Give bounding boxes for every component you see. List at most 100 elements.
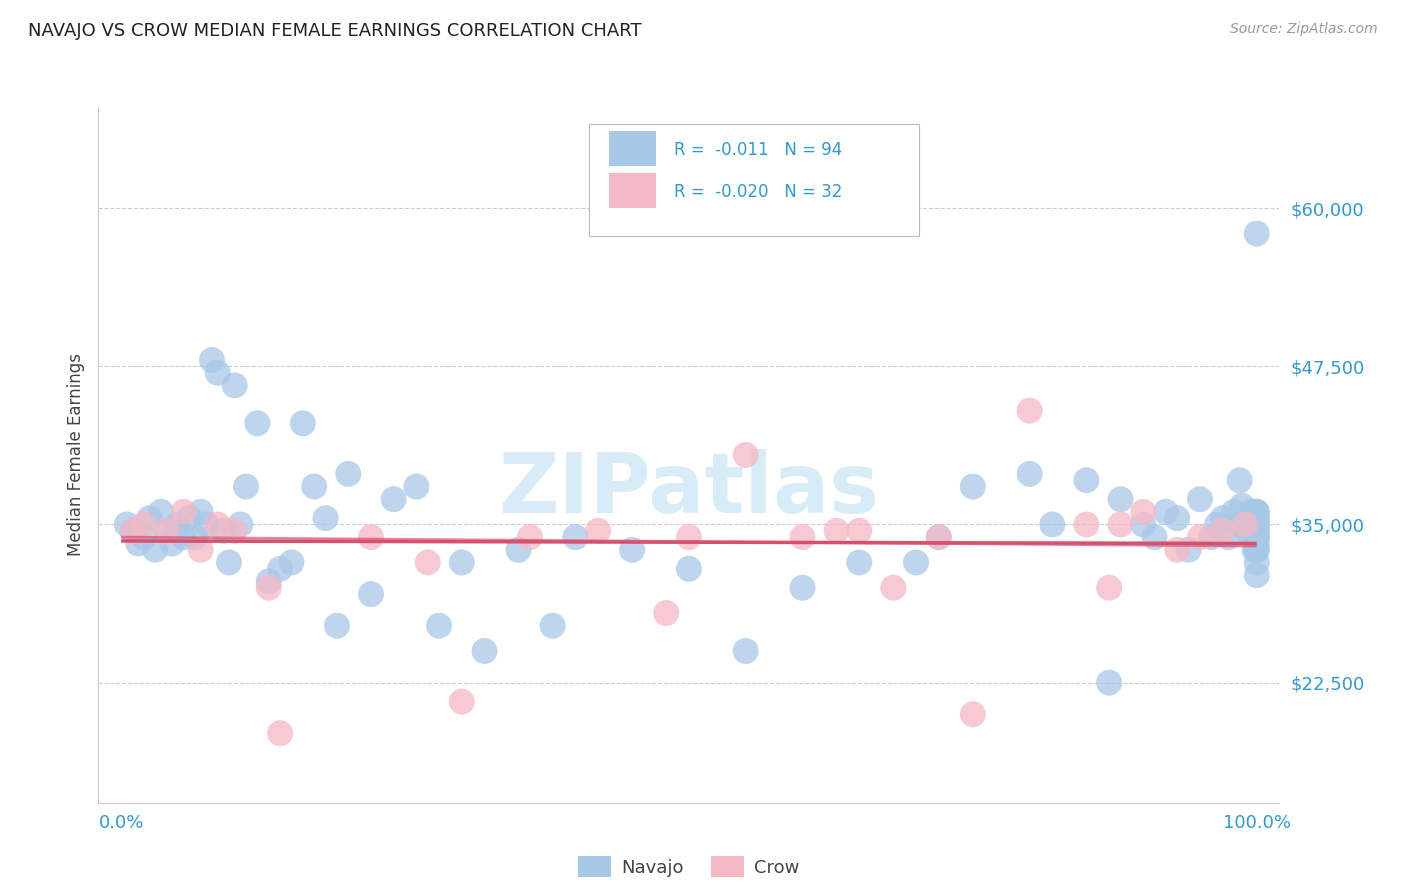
Point [224,378,246,392]
Point [173,530,195,544]
Point [1244,505,1267,519]
Point [235,479,257,493]
Point [162,536,183,550]
Point [848,556,870,570]
Point [207,517,229,532]
Point [678,562,700,576]
Point [1246,530,1268,544]
Point [848,524,870,538]
Point [450,556,472,570]
Point [1246,536,1268,550]
Point [792,530,814,544]
Point [1143,530,1166,544]
Point [1166,542,1188,557]
Point [586,524,609,538]
Point [1246,556,1268,570]
Point [155,524,177,538]
Point [928,530,950,544]
Point [167,517,190,532]
Point [1246,511,1268,525]
Point [1188,530,1211,544]
Point [1246,542,1268,557]
Point [1241,511,1264,525]
Point [173,505,195,519]
Point [257,574,280,589]
Point [962,707,984,722]
Point [326,618,349,632]
Point [450,695,472,709]
Point [825,524,848,538]
Point [734,448,756,462]
Point [155,524,177,538]
Point [1098,581,1121,595]
Text: R =  -0.011   N = 94: R = -0.011 N = 94 [673,141,842,159]
Point [229,517,252,532]
Text: R =  -0.020   N = 32: R = -0.020 N = 32 [673,183,842,201]
Point [1240,505,1263,519]
Point [655,606,678,620]
Point [734,644,756,658]
Point [427,618,450,632]
Point [1212,511,1234,525]
Point [138,511,160,525]
Point [207,366,229,380]
Point [962,479,984,493]
Point [149,505,172,519]
Point [212,524,235,538]
Point [184,530,207,544]
Point [1229,473,1251,487]
Y-axis label: Median Female Earnings: Median Female Earnings [66,353,84,557]
Point [224,524,246,538]
Text: NAVAJO VS CROW MEDIAN FEMALE EARNINGS CORRELATION CHART: NAVAJO VS CROW MEDIAN FEMALE EARNINGS CO… [28,22,641,40]
Point [1166,511,1188,525]
Point [416,556,439,570]
Point [405,479,427,493]
Point [1246,511,1268,525]
Point [541,618,564,632]
Legend: Navajo, Crow: Navajo, Crow [571,849,807,884]
Point [519,530,541,544]
Point [1098,675,1121,690]
Bar [609,131,655,166]
Point [190,505,212,519]
Point [360,530,382,544]
Point [201,353,224,368]
Point [121,524,143,538]
Point [1040,517,1063,532]
Point [121,524,143,538]
Point [132,517,155,532]
Point [195,517,218,532]
Point [115,517,138,532]
Point [382,492,405,507]
Point [1246,505,1268,519]
Point [905,556,928,570]
Point [1246,517,1268,532]
Point [179,511,201,525]
Point [1226,517,1249,532]
Point [1132,517,1154,532]
Point [337,467,360,481]
Point [1177,542,1199,557]
Point [1132,505,1154,519]
Point [360,587,382,601]
Point [1018,403,1040,417]
Point [257,581,280,595]
Point [1154,505,1177,519]
Point [291,417,314,431]
Point [1246,517,1268,532]
Point [1218,530,1240,544]
Point [269,726,291,740]
Point [1109,492,1132,507]
Point [474,644,496,658]
Point [678,530,700,544]
Point [1246,511,1268,525]
Point [564,530,586,544]
Point [246,417,269,431]
Point [143,542,166,557]
Point [1201,530,1223,544]
Point [928,530,950,544]
Point [1188,492,1211,507]
Point [1243,542,1265,557]
Point [1223,505,1246,519]
Point [315,511,337,525]
